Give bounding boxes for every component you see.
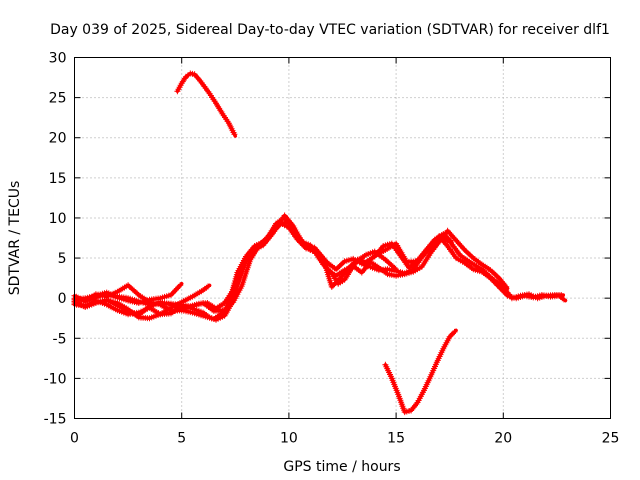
data-point [451, 328, 458, 335]
data-point [205, 283, 211, 290]
x-tick-label: 20 [494, 431, 512, 447]
plot-frame [74, 57, 611, 419]
x-tick-label: 5 [177, 431, 186, 447]
data-point [560, 296, 567, 303]
data-point [231, 131, 238, 138]
series-arc-high [174, 70, 238, 138]
y-tick-label: 0 [58, 291, 67, 307]
x-tick-label: 15 [387, 431, 405, 447]
x-axis-title: GPS time / hours [283, 459, 400, 475]
y-axis-title: SDTVAR / TECUs [7, 181, 23, 296]
series-arc-f [71, 283, 212, 322]
data-point [305, 245, 312, 252]
y-tick-label: 25 [49, 91, 67, 107]
data-point [328, 283, 335, 290]
y-tick-label: 30 [49, 51, 67, 67]
series-arc-e [71, 281, 184, 306]
x-tick-label: 25 [602, 431, 620, 447]
y-tick-label: -15 [44, 412, 67, 428]
chart-title: Day 039 of 2025, Sidereal Day-to-day VTE… [50, 22, 610, 38]
series-arc-g [371, 234, 566, 302]
x-tick-label: 10 [280, 431, 298, 447]
data-series [71, 70, 568, 416]
y-tick-label: 5 [58, 251, 67, 267]
series-arc-low [382, 328, 458, 416]
data-point [177, 282, 184, 289]
y-tick-label: -5 [53, 331, 67, 347]
y-tick-label: 20 [49, 131, 67, 147]
series-line [175, 71, 238, 138]
grid [74, 57, 611, 419]
tick-labels: 0 5 10 15 20 25 -15 -10 -5 0 5 10 15 20 25 30 [44, 51, 620, 447]
x-tick-label: 0 [70, 431, 79, 447]
y-tick-label: 15 [49, 171, 67, 187]
data-point [333, 279, 340, 286]
y-tick-label: 10 [49, 211, 67, 227]
axis-ticks [74, 57, 611, 419]
data-point [558, 292, 565, 298]
y-tick-label: -10 [44, 371, 67, 387]
